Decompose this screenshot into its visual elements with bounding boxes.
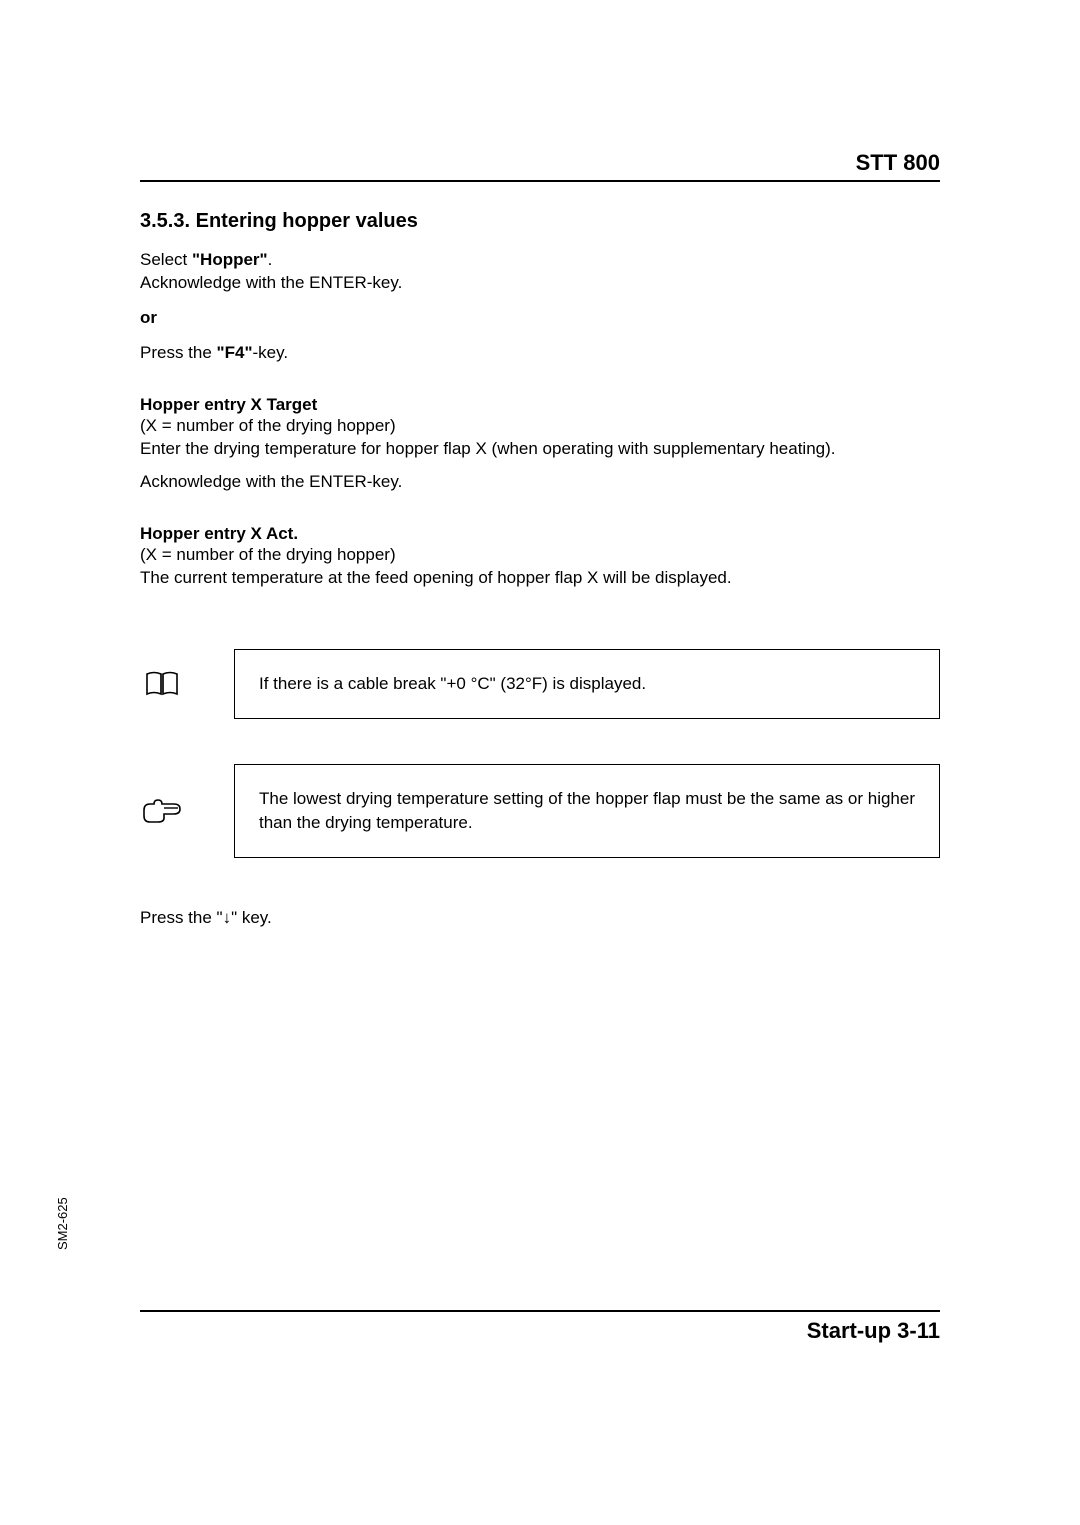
note-row-2: The lowest drying temperature setting of… (140, 764, 940, 858)
press-down-line: Press the "↓" key. (140, 908, 940, 928)
select-bold: "Hopper" (192, 250, 268, 269)
or-text: or (140, 307, 940, 330)
header-title: STT 800 (140, 150, 940, 180)
footer-text: Start-up 3-11 (140, 1312, 940, 1344)
press-prefix: Press the (140, 343, 217, 362)
section-heading: 3.5.3. Entering hopper values (140, 210, 940, 233)
press-bold: "F4" (217, 343, 253, 362)
header-rule: STT 800 (140, 150, 940, 182)
act-heading: Hopper entry X Act. (140, 524, 940, 544)
press-f4-line: Press the "F4"-key. (140, 342, 940, 365)
hand-point-icon (140, 796, 184, 826)
page-content: STT 800 3.5.3. Entering hopper values Se… (140, 150, 940, 928)
section-number: 3.5.3. (140, 210, 190, 232)
note-box-1: If there is a cable break "+0 °C" (32°F)… (234, 649, 940, 719)
target-heading: Hopper entry X Target (140, 395, 940, 415)
press-suffix: -key. (253, 343, 289, 362)
act-block: (X = number of the drying hopper) The cu… (140, 544, 940, 590)
select-suffix: . (268, 250, 273, 269)
target-line-2: Enter the drying temperature for hopper … (140, 439, 836, 458)
note-box-2: The lowest drying temperature setting of… (234, 764, 940, 858)
note-row-1: If there is a cable break "+0 °C" (32°F)… (140, 649, 940, 719)
ack-line-1: Acknowledge with the ENTER-key. (140, 273, 402, 292)
act-line-2: The current temperature at the feed open… (140, 568, 732, 587)
section-title-text: Entering hopper values (196, 210, 418, 232)
target-block: (X = number of the drying hopper) Enter … (140, 415, 940, 461)
select-prefix: Select (140, 250, 192, 269)
page-footer: Start-up 3-11 (140, 1310, 940, 1344)
target-line-1: (X = number of the drying hopper) (140, 416, 396, 435)
book-icon (140, 671, 184, 697)
ack-line-2: Acknowledge with the ENTER-key. (140, 471, 940, 494)
act-line-1: (X = number of the drying hopper) (140, 545, 396, 564)
side-code: SM2-625 (55, 1197, 70, 1250)
select-line: Select "Hopper". Acknowledge with the EN… (140, 249, 940, 295)
